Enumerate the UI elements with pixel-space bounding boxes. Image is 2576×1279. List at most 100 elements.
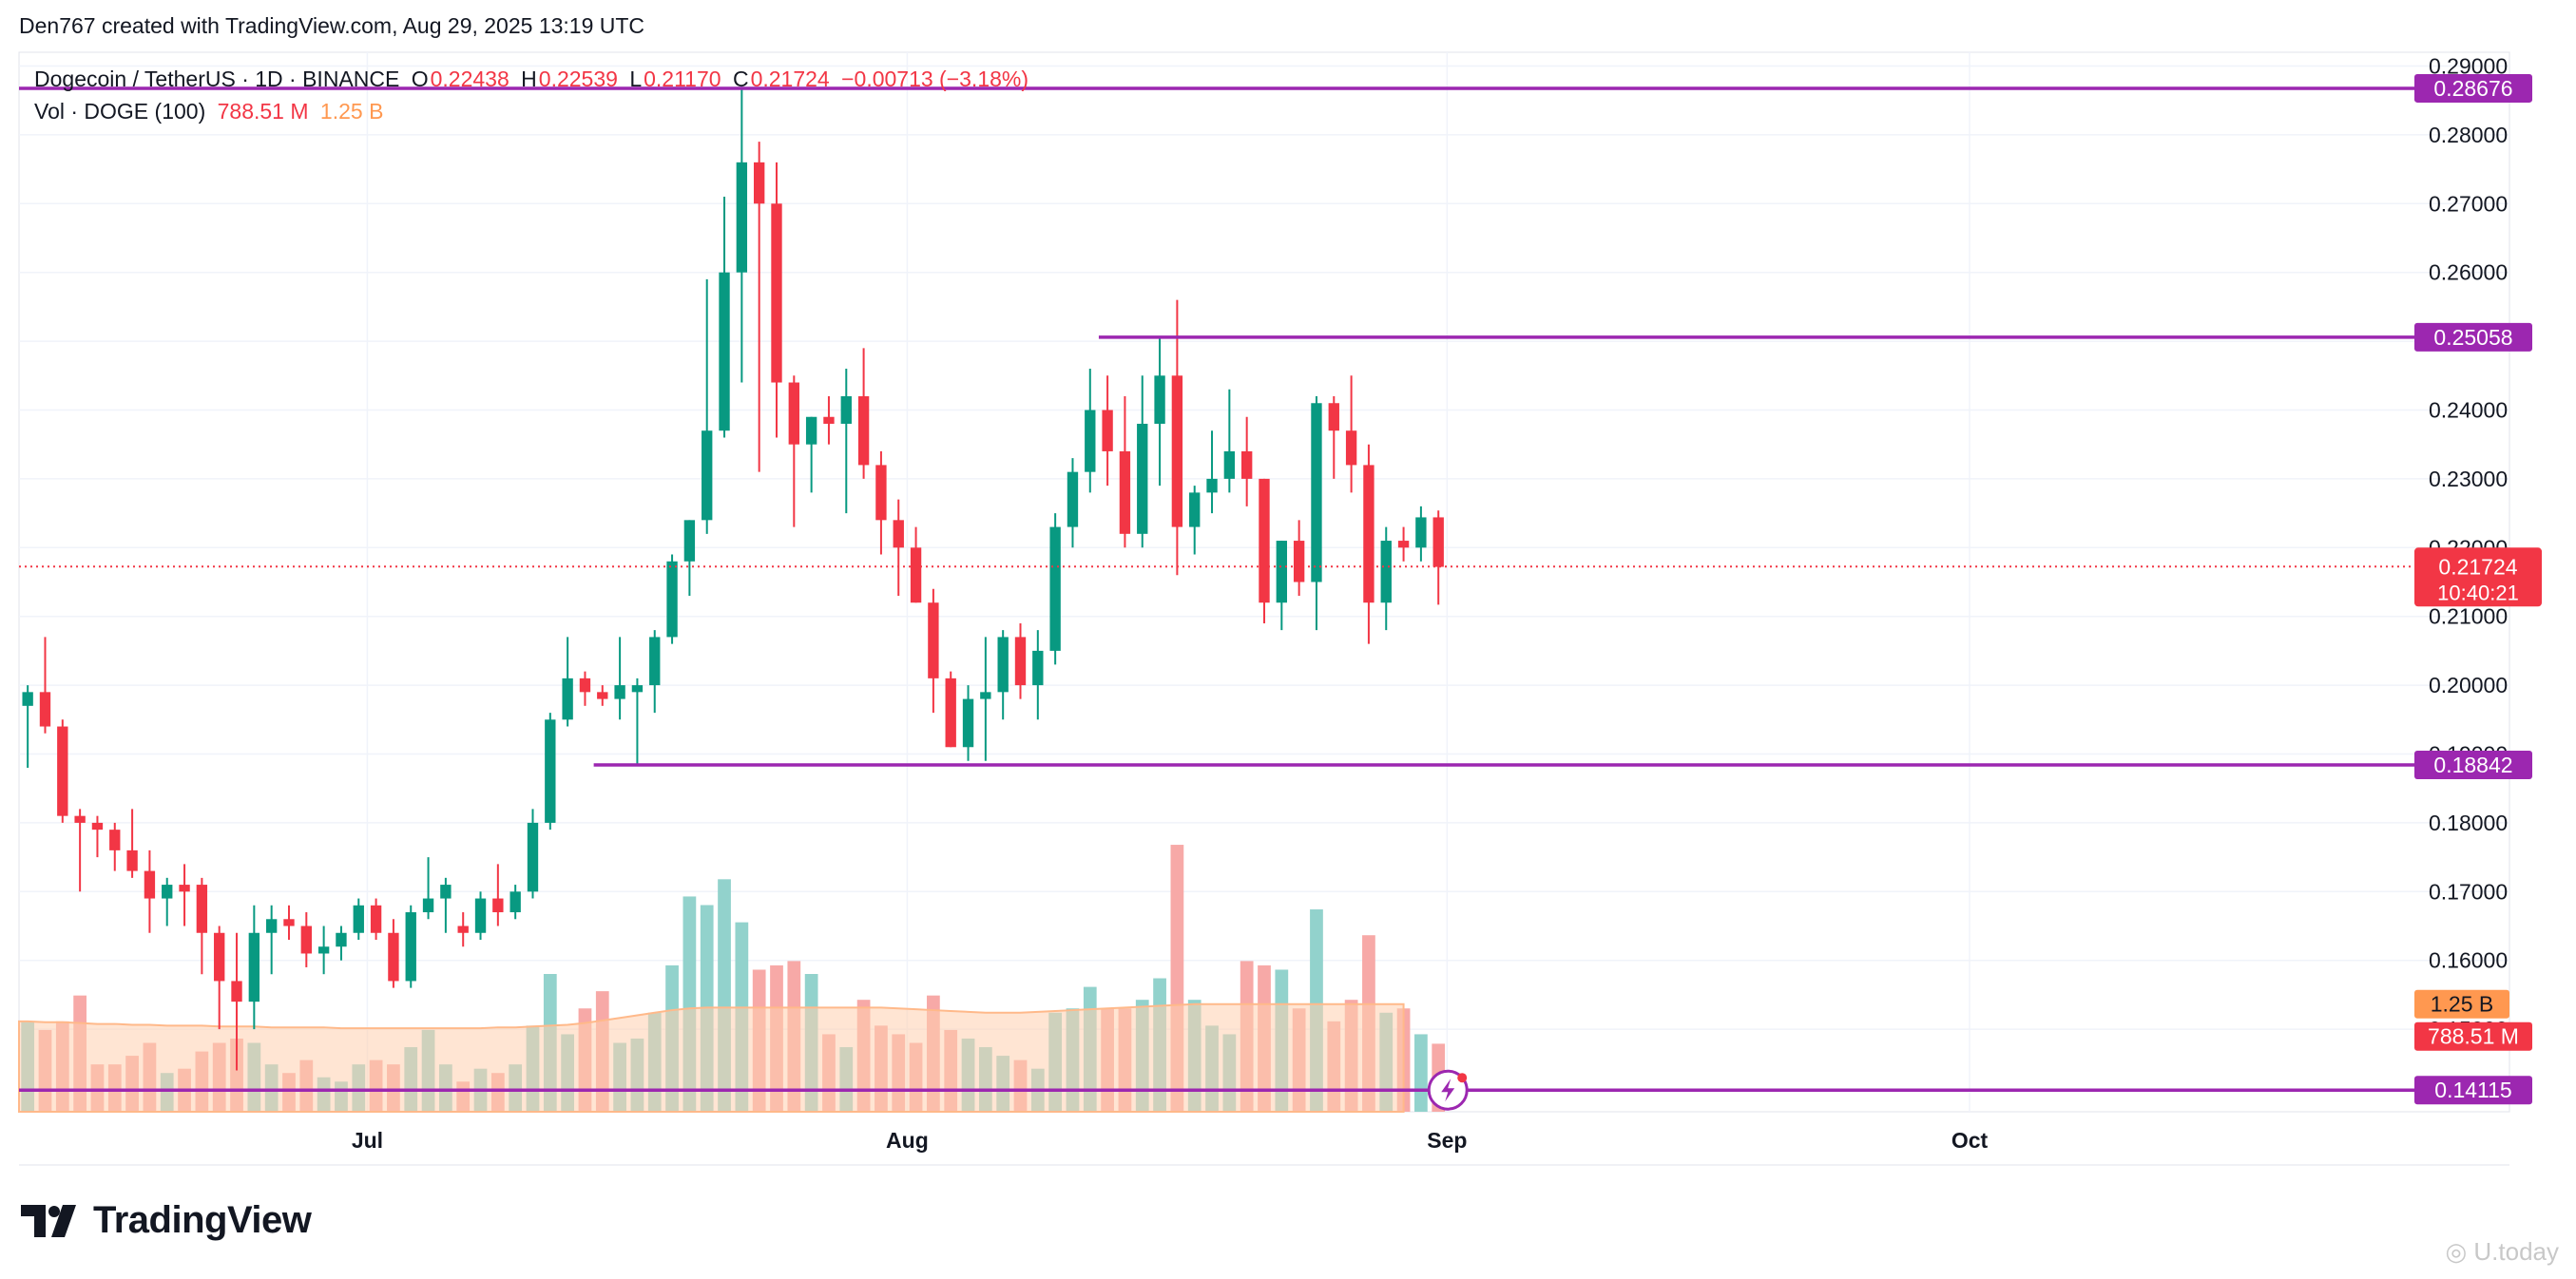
candle-body xyxy=(317,946,330,954)
candle-body xyxy=(1049,526,1061,651)
level-label-bg xyxy=(2414,322,2532,352)
candle-body xyxy=(353,905,364,933)
change-value: −0.00713 (−3.18%) xyxy=(841,67,1029,91)
level-label-bg xyxy=(2414,73,2532,103)
candle-body xyxy=(440,885,452,899)
candle-body xyxy=(962,698,974,748)
x-tick-label: Oct xyxy=(1951,1128,1989,1153)
volume-badge xyxy=(2414,1021,2532,1051)
candle-body xyxy=(1293,541,1305,582)
y-tick-label: 0.16000 xyxy=(2429,948,2508,973)
candle-body xyxy=(336,932,347,947)
candle-body xyxy=(1380,541,1392,603)
candle-body xyxy=(840,396,852,424)
candle-body xyxy=(579,678,591,693)
tradingview-logo-icon xyxy=(21,1204,76,1237)
current-price-badge xyxy=(2414,547,2542,607)
candle-body xyxy=(893,520,904,548)
candle-body xyxy=(1223,450,1236,479)
level-label-bg xyxy=(2414,750,2532,779)
candle-body xyxy=(39,692,51,727)
candle-body xyxy=(597,692,608,699)
candle-body xyxy=(945,678,956,748)
candle-body xyxy=(91,822,104,830)
y-tick-label: 0.27000 xyxy=(2429,191,2508,216)
volume-value: 788.51 M xyxy=(217,99,309,124)
header-caption: Den767 created with TradingView.com, Aug… xyxy=(19,13,645,38)
candle-body xyxy=(422,898,434,913)
candle-body xyxy=(788,382,799,445)
candle-body xyxy=(457,926,469,933)
symbol-name: Dogecoin / TetherUS · 1D · BINANCE xyxy=(34,67,400,91)
candle-body xyxy=(509,891,521,913)
volume-ma-badge-label: 1.25 B xyxy=(2431,992,2494,1017)
candle-body xyxy=(1189,492,1201,527)
candle-body xyxy=(370,905,382,933)
candle-body xyxy=(980,692,991,699)
level-label: 0.28676 xyxy=(2433,76,2512,101)
x-tick-label: Jul xyxy=(352,1128,383,1153)
candle-body xyxy=(719,272,730,431)
volume-badge-label: 788.51 M xyxy=(2428,1024,2519,1049)
candle-body xyxy=(527,822,539,892)
high-value: 0.22539 xyxy=(538,67,618,91)
volume-label: Vol · DOGE (100) xyxy=(34,99,206,124)
candle-body xyxy=(1014,637,1027,686)
candle-body xyxy=(823,416,835,424)
candle-body xyxy=(109,830,121,850)
candle-body xyxy=(162,885,173,899)
candle-body xyxy=(126,849,138,871)
current-price-label: 0.21724 xyxy=(2438,554,2517,579)
candle-body xyxy=(1119,450,1131,534)
volume-ma-value: 1.25 B xyxy=(319,99,384,124)
volume-bar xyxy=(1414,1034,1428,1112)
candle-body xyxy=(997,637,1009,693)
level-label: 0.14115 xyxy=(2434,1078,2511,1102)
candle-body xyxy=(1154,375,1165,424)
y-tick-label: 0.18000 xyxy=(2429,811,2508,835)
candle-body xyxy=(1067,471,1079,527)
candle-body xyxy=(1363,465,1375,603)
close-label: C xyxy=(732,67,749,91)
level-label-bg xyxy=(2414,1076,2532,1105)
candle-body xyxy=(805,416,817,445)
candle-body xyxy=(631,685,644,693)
volume-ma-badge xyxy=(2414,989,2509,1019)
candle-body xyxy=(1171,375,1183,527)
candle-body xyxy=(248,932,260,1002)
open-label: O xyxy=(411,67,429,91)
y-tick-label: 0.20000 xyxy=(2429,673,2508,697)
candle-body xyxy=(702,430,713,521)
candle-body xyxy=(1085,410,1096,472)
candle-body xyxy=(649,637,661,686)
candle-body xyxy=(753,162,765,204)
candle-body xyxy=(928,602,939,678)
candle-body xyxy=(1345,430,1357,466)
candle-body xyxy=(74,815,86,823)
candle-body xyxy=(545,719,556,823)
candle-body xyxy=(875,465,887,521)
y-tick-label: 0.28000 xyxy=(2429,123,2508,147)
candle-body xyxy=(614,685,625,699)
candle-body xyxy=(265,919,278,933)
candle-body xyxy=(283,919,295,926)
candle-body xyxy=(1240,450,1253,479)
x-tick-label: Aug xyxy=(886,1128,929,1153)
watermark-icon: ◎ xyxy=(2445,1237,2468,1266)
y-tick-label: 0.26000 xyxy=(2429,260,2508,285)
symbol-legend: Dogecoin / TetherUS · 1D · BINANCE O 0.22… xyxy=(34,67,1034,92)
candle-body xyxy=(736,162,748,273)
tradingview-logo[interactable]: TradingView xyxy=(21,1199,312,1242)
y-tick-label: 0.24000 xyxy=(2429,397,2508,422)
volume-ma-area xyxy=(18,1002,1405,1113)
candle-body xyxy=(771,203,782,383)
candle-body xyxy=(214,932,225,982)
y-tick-label: 0.17000 xyxy=(2429,879,2508,904)
level-label: 0.25058 xyxy=(2433,325,2512,350)
low-label: L xyxy=(629,67,643,91)
low-value: 0.21170 xyxy=(644,67,721,91)
candle-body xyxy=(1259,478,1270,603)
candle-body xyxy=(1432,517,1444,567)
